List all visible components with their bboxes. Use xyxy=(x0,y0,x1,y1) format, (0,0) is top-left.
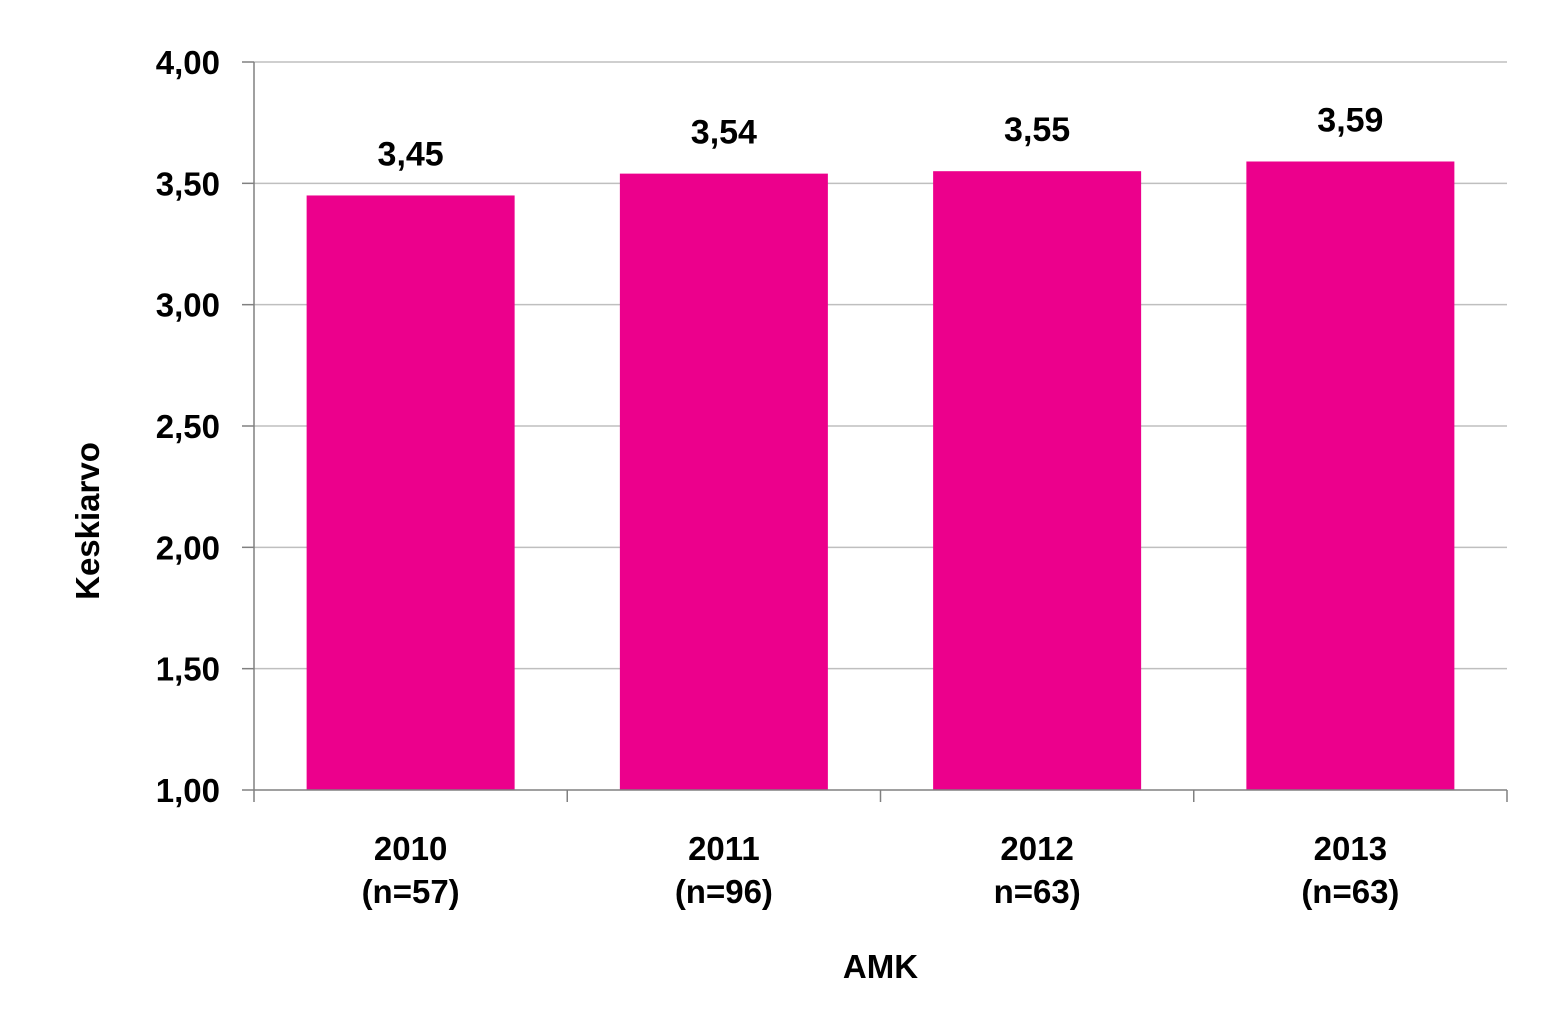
bars xyxy=(306,161,1455,791)
y-tick-label: 1,00 xyxy=(156,772,220,809)
x-tick-label-line: (n=63) xyxy=(1301,873,1399,910)
bar xyxy=(1246,161,1455,790)
x-tick-label-line: 2010 xyxy=(374,830,447,867)
x-tick-label-line: (n=96) xyxy=(675,873,773,910)
y-tick-label: 3,00 xyxy=(156,287,220,324)
x-tick-label: 2010 (n=57) xyxy=(362,830,460,910)
x-tick-label: 2013 (n=63) xyxy=(1301,830,1399,910)
axes xyxy=(242,61,1508,802)
bar xyxy=(619,173,828,791)
x-tick-label: 2012 n=63) xyxy=(994,830,1081,910)
x-tick-label-line: 2012 xyxy=(1000,830,1073,867)
y-tick-label: 4,00 xyxy=(156,44,220,81)
data-label: 3,54 xyxy=(691,114,757,152)
x-tick-label-line: n=63) xyxy=(994,873,1081,910)
x-tick-label-line: 2013 xyxy=(1314,830,1387,867)
x-axis-title: AMK xyxy=(843,948,918,985)
x-tick-label-line: (n=57) xyxy=(362,873,460,910)
y-tick-label: 3,50 xyxy=(156,165,220,202)
bar xyxy=(306,195,515,790)
x-tick-label-line: 2011 xyxy=(688,830,760,867)
y-tick-label: 2,00 xyxy=(156,529,220,566)
y-tick-label: 1,50 xyxy=(156,651,220,688)
bar xyxy=(933,171,1142,790)
labels: 1,00 1,50 2,00 2,50 3,00 3,50 4,00 3,45 3,54 3,55… xyxy=(156,44,1400,910)
y-axis-title: Keskiarvo xyxy=(69,442,106,600)
data-label: 3,45 xyxy=(378,135,444,173)
data-label: 3,59 xyxy=(1317,101,1383,139)
x-tick-label: 2011 (n=96) xyxy=(675,830,773,910)
data-label: 3,55 xyxy=(1004,111,1070,149)
y-tick-label: 2,50 xyxy=(156,408,220,445)
